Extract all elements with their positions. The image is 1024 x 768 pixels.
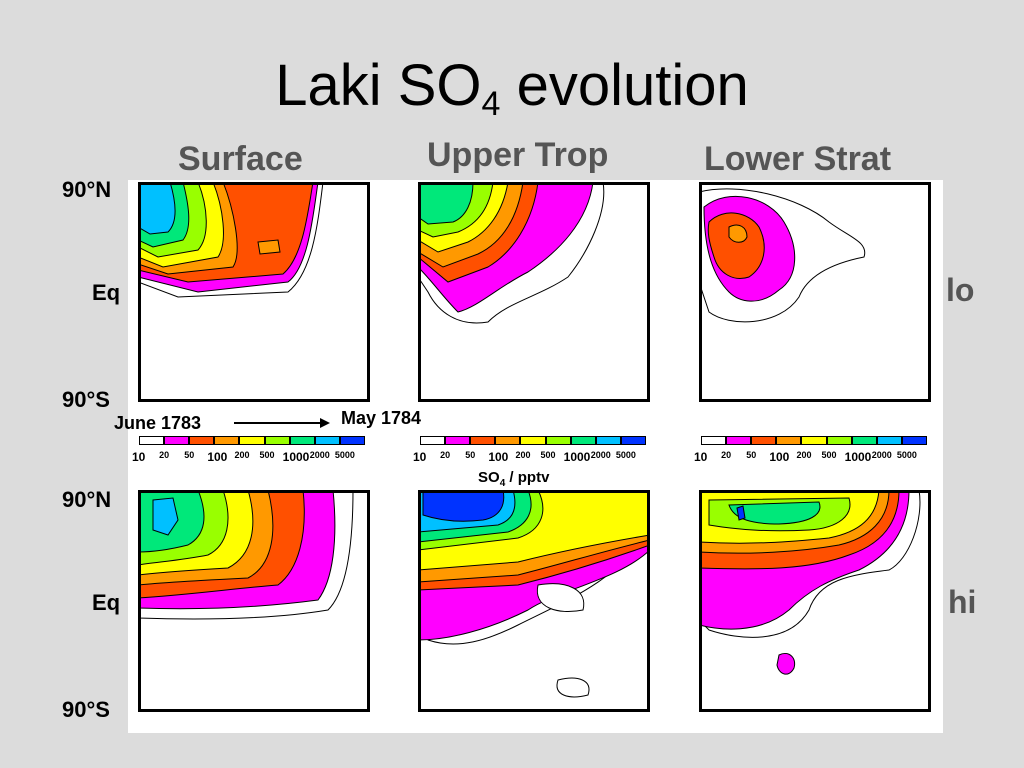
contour-level (707, 212, 765, 279)
colorbar-swatch (801, 436, 827, 445)
panel-frame (418, 490, 650, 712)
colorbar-swatch (470, 436, 496, 445)
colorbar-swatch (901, 436, 927, 445)
panel-hi-lower-strat (699, 490, 931, 712)
colorbar-swatch (545, 436, 571, 445)
colorbar-swatch (189, 436, 215, 445)
colorbar-tick-label: 500 (821, 450, 837, 460)
time-axis-start: June 1783 (114, 413, 202, 433)
colorbar-upper-trop: 10 20 50 100 200 500 1000 2000 5000 (413, 436, 646, 466)
colorbar-units: SO4 / pptv (478, 469, 550, 489)
colorbar-swatch (314, 436, 340, 445)
colorbar-swatch (826, 436, 852, 445)
panel-lo-lower-strat (699, 182, 931, 402)
panel-lo-surface (138, 182, 370, 402)
colorbar-tick-label: 50 (184, 450, 195, 460)
lat-label-eq-top: Eq (92, 280, 121, 305)
contour-level (257, 239, 281, 255)
page-title: Laki SO4 evolution (275, 53, 749, 123)
colorbar-swatch (339, 436, 365, 445)
colorbar-tick-label: 1000 (844, 450, 872, 464)
colorbar-tick-label: 500 (540, 450, 556, 460)
lat-label-south-top: 90°S (62, 387, 110, 412)
time-arrow (234, 418, 330, 428)
colorbar-tick-label: 100 (488, 450, 509, 464)
panel-frame (699, 182, 931, 402)
colorbar-swatch (214, 436, 240, 445)
colorbar-swatch (445, 436, 471, 445)
row-label-lo: lo (946, 272, 975, 308)
colorbar-tick-label: 1000 (563, 450, 591, 464)
colorbar-tick-label: 5000 (334, 450, 355, 460)
contour-level (422, 490, 505, 522)
colorbar-tick-label: 2000 (590, 450, 611, 460)
colorbar-swatch (620, 436, 646, 445)
colorbar-swatch (595, 436, 621, 445)
colorbar-tick-label: 5000 (896, 450, 917, 460)
column-header-upper-trop: Upper Trop (427, 136, 609, 174)
panel-hi-upper-trop (418, 490, 650, 712)
column-header-lower-strat: Lower Strat (704, 140, 892, 178)
lat-label-south-bottom: 90°S (62, 697, 110, 722)
colorbar-tick-label: 10 (413, 450, 427, 464)
colorbar-tick-label: 200 (234, 450, 250, 460)
colorbar-swatch (495, 436, 521, 445)
colorbar-swatch (420, 436, 446, 445)
colorbar-tick-label: 20 (159, 450, 170, 460)
colorbar-tick-label: 100 (207, 450, 228, 464)
panel-frame (418, 182, 650, 402)
colorbar-swatch (164, 436, 190, 445)
colorbar-tick-label: 50 (746, 450, 757, 460)
colorbar-swatch (876, 436, 902, 445)
panel-lo-upper-trop (418, 182, 650, 402)
colorbar-swatch (139, 436, 165, 445)
colorbar-tick-label: 1000 (282, 450, 310, 464)
colorbar-swatch (751, 436, 777, 445)
colorbar-tick-label: 200 (515, 450, 531, 460)
colorbar-tick-label: 500 (259, 450, 275, 460)
panel-frame (138, 182, 370, 402)
colorbar-swatch (239, 436, 265, 445)
colorbar-tick-label: 10 (694, 450, 708, 464)
colorbar-swatch (520, 436, 546, 445)
row-label-hi: hi (948, 584, 977, 620)
colorbar-tick-label: 5000 (615, 450, 636, 460)
lat-label-eq-bottom: Eq (92, 590, 121, 615)
panel-frame (138, 490, 370, 712)
panel-hi-surface (138, 490, 370, 712)
panel-frame (699, 490, 931, 712)
colorbar-tick-label: 2000 (871, 450, 892, 460)
colorbar-swatch (289, 436, 315, 445)
colorbar-tick-label: 10 (132, 450, 146, 464)
colorbar-tick-label: 100 (769, 450, 790, 464)
colorbar-swatch (851, 436, 877, 445)
colorbar-tick-label: 20 (440, 450, 451, 460)
contour-level (728, 224, 748, 243)
contour-level (736, 505, 746, 521)
column-header-surface: Surface (178, 140, 303, 178)
contour-level (536, 583, 585, 613)
lat-label-north-top: 90°N (62, 177, 112, 202)
colorbar-swatch (776, 436, 802, 445)
colorbar-tick-label: 200 (796, 450, 812, 460)
contour-level (556, 677, 590, 698)
time-axis-end: May 1784 (341, 408, 422, 428)
colorbar-tick-label: 20 (721, 450, 732, 460)
colorbar-swatch (726, 436, 752, 445)
contour-level (138, 182, 176, 235)
colorbar-tick-label: 50 (465, 450, 476, 460)
colorbar-tick-label: 2000 (309, 450, 330, 460)
colorbar-surface: 10 20 50 100 200 500 1000 2000 5000 (132, 436, 365, 466)
colorbar-swatch (570, 436, 596, 445)
colorbar-lower-strat: 10 20 50 100 200 500 1000 2000 5000 (694, 436, 927, 466)
lat-label-north-bottom: 90°N (62, 487, 112, 512)
colorbar-swatch (264, 436, 290, 445)
contour-level (152, 497, 179, 536)
colorbar-swatch (701, 436, 727, 445)
contour-level (776, 653, 796, 675)
